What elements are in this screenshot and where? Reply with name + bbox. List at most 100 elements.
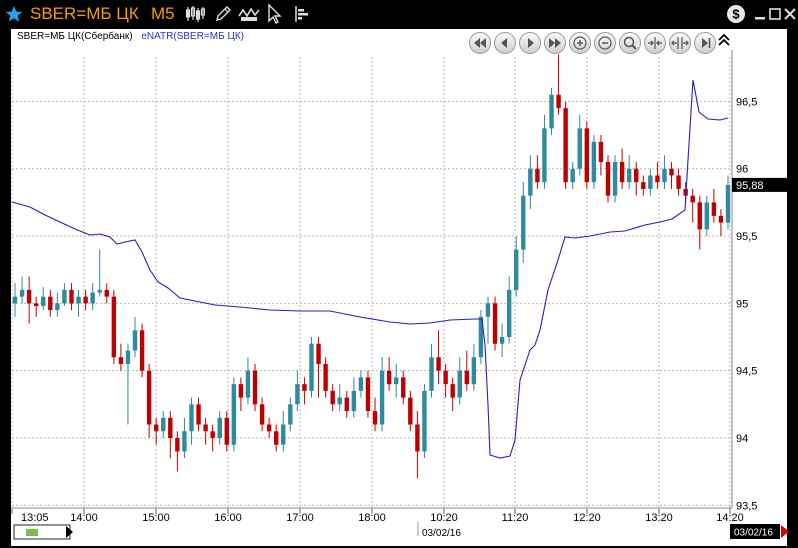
candle	[542, 128, 547, 183]
candle	[175, 437, 180, 452]
candle	[429, 357, 434, 391]
candle	[436, 357, 441, 371]
current-date-tag	[730, 524, 780, 539]
double-left-icon	[474, 38, 486, 48]
candle	[210, 431, 215, 438]
compress-icon	[648, 37, 662, 49]
window-ticker[interactable]: SBER=МБ ЦК	[30, 4, 139, 23]
compress-bars-button[interactable]	[644, 32, 666, 54]
candle	[97, 289, 102, 293]
y-tick-label: 94	[736, 433, 748, 445]
candle	[358, 377, 364, 391]
candle	[231, 384, 237, 445]
chart-legend: SBER=МБ ЦК(Сбербанк) eNATR(SBER=МБ ЦК)	[17, 31, 244, 42]
scrollbar-arrow	[66, 526, 73, 538]
end-icon	[702, 38, 711, 48]
candle	[196, 404, 201, 425]
candle	[26, 289, 32, 304]
candle	[563, 108, 568, 183]
go-to-end-button[interactable]	[694, 32, 716, 54]
cursor-icon[interactable]	[266, 3, 284, 25]
legend-indicator[interactable]: eNATR(SBER=МБ ЦК)	[141, 31, 244, 42]
maximize-icon[interactable]	[768, 6, 782, 22]
y-tick-label: 96,5	[736, 96, 757, 108]
y-tick-label: 95	[736, 298, 748, 310]
left-icon	[501, 38, 507, 48]
chart-type-icon[interactable]	[185, 4, 205, 24]
candle	[316, 343, 321, 364]
candle	[139, 330, 145, 371]
y-tick-label: 93,5	[736, 500, 757, 512]
candle	[266, 424, 272, 432]
candle	[111, 296, 117, 358]
x-tick-label: 15:00	[142, 512, 170, 524]
candle	[295, 384, 300, 405]
candle	[288, 404, 293, 425]
scroll-back-button[interactable]	[494, 32, 516, 54]
last-price-label: 95,88	[736, 180, 764, 192]
candle	[125, 350, 131, 364]
candle	[372, 411, 378, 425]
candle	[598, 141, 604, 163]
svg-text:$: $	[732, 7, 740, 22]
pencil-icon[interactable]	[213, 4, 233, 24]
candle	[690, 195, 695, 203]
currency-icon[interactable]: $	[726, 4, 746, 24]
candle	[302, 384, 307, 391]
candle	[521, 195, 526, 250]
zoom-area-button[interactable]	[619, 32, 641, 54]
candle	[189, 404, 194, 432]
window-timeframe[interactable]: M5	[151, 4, 175, 23]
zoom-in-button[interactable]	[569, 32, 591, 54]
candle	[662, 168, 667, 183]
zoom-out-button[interactable]	[594, 32, 616, 54]
scroll-fast-forward-button[interactable]	[544, 32, 566, 54]
candle	[153, 424, 159, 432]
candle	[514, 249, 519, 290]
candle	[676, 175, 681, 189]
candle	[471, 357, 477, 385]
candle	[556, 94, 561, 109]
candle	[182, 431, 187, 452]
candle	[273, 431, 279, 445]
indicators-icon[interactable]	[238, 4, 260, 24]
magnifier-icon	[623, 36, 637, 50]
candle	[33, 303, 39, 307]
candle	[394, 377, 399, 385]
plot-area[interactable]	[11, 29, 787, 546]
candle	[62, 289, 67, 304]
candle	[711, 202, 717, 216]
order-book-icon[interactable]	[292, 4, 312, 24]
candle	[408, 397, 413, 425]
legend-symbol: SBER=МБ ЦК(Сбербанк)	[17, 31, 133, 42]
candle	[478, 316, 484, 358]
expand-bars-button[interactable]	[669, 32, 691, 54]
candle	[224, 417, 229, 445]
candle	[217, 417, 222, 438]
candle	[168, 417, 173, 438]
candle	[725, 184, 731, 223]
scroll-right-marker	[781, 525, 789, 538]
indicator-line	[11, 79, 729, 459]
favorite-star-icon[interactable]	[5, 5, 23, 23]
plus-icon	[573, 36, 587, 50]
scrollbar-thumb	[26, 529, 38, 536]
collapse-icon[interactable]	[717, 32, 731, 48]
candle	[337, 397, 342, 405]
candle	[528, 168, 533, 196]
candle	[104, 289, 109, 297]
x-tick-label: 18:00	[358, 512, 386, 524]
candle	[591, 141, 597, 183]
candle	[619, 162, 625, 183]
candle	[238, 384, 244, 398]
date-label: 03/02/16	[422, 528, 461, 539]
candle	[118, 357, 124, 364]
candle	[48, 296, 53, 311]
close-icon[interactable]	[783, 6, 797, 22]
minimize-icon[interactable]	[753, 6, 767, 22]
candle	[626, 168, 632, 183]
scroll-fast-back-button[interactable]	[469, 32, 491, 54]
last-price-tag	[732, 177, 787, 192]
scroll-forward-button[interactable]	[519, 32, 541, 54]
